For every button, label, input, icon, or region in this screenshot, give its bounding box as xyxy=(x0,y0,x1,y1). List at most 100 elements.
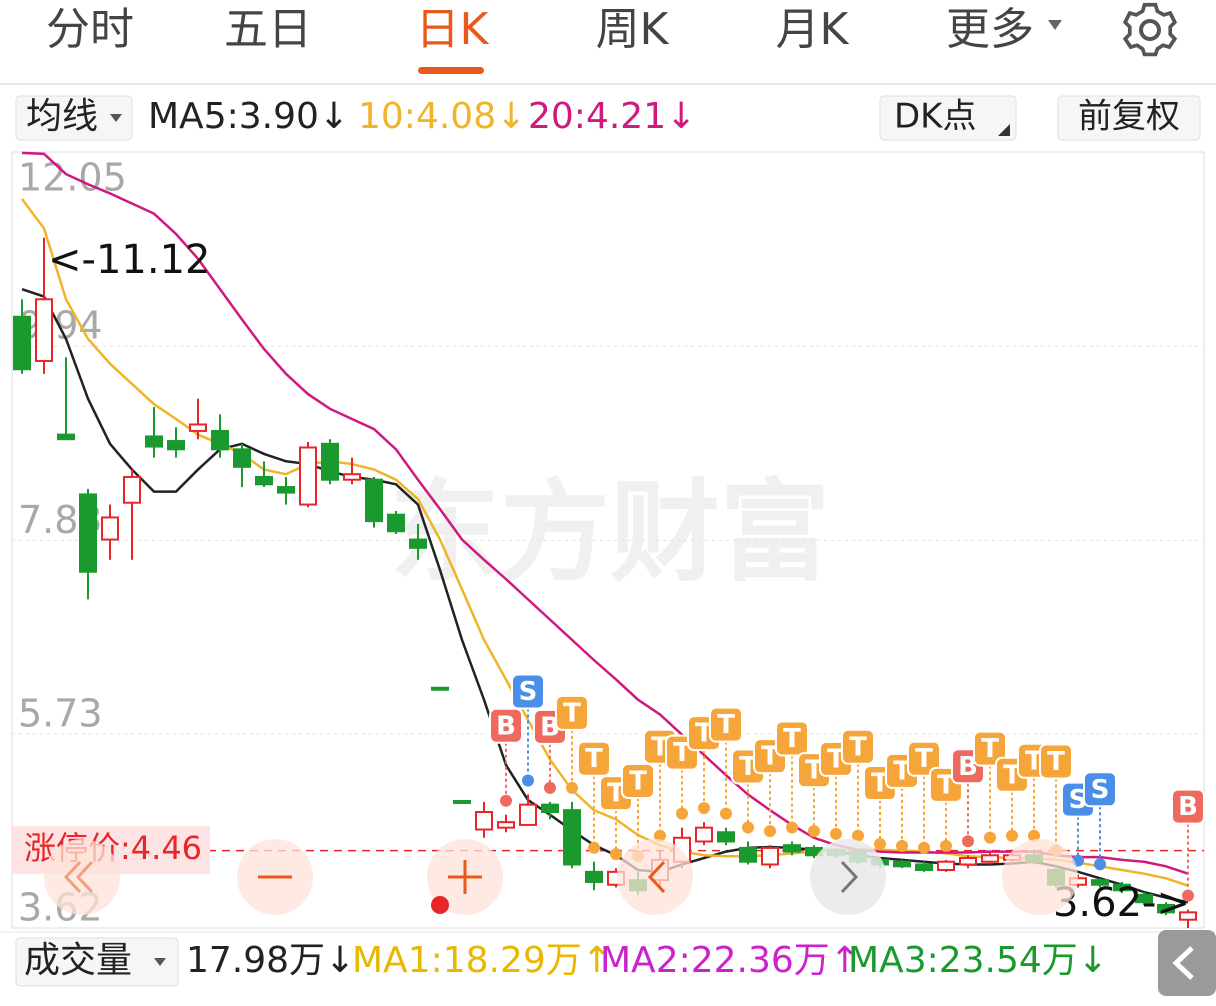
tab[interactable]: 周K xyxy=(596,4,670,55)
candle-body xyxy=(123,475,141,504)
signal-dot xyxy=(896,839,908,852)
signal-label: S xyxy=(519,677,538,707)
candle-body xyxy=(739,846,757,863)
nav-prev-icon xyxy=(647,860,666,894)
candle-body xyxy=(1157,903,1175,914)
candle-body xyxy=(189,423,207,432)
side-panel-icon xyxy=(1172,946,1194,980)
candle-body xyxy=(57,433,75,441)
signal-dot xyxy=(1094,858,1106,871)
adjust-button[interactable] xyxy=(1057,95,1201,141)
candle-body xyxy=(453,799,471,804)
signal-dot xyxy=(764,825,776,838)
tab-bar: 分时 五日 日K 周K 月K 更多 xyxy=(46,4,1034,55)
signal-dot xyxy=(1006,829,1018,842)
candle-body xyxy=(211,429,229,451)
candle-body xyxy=(145,435,163,448)
signal-label: T xyxy=(563,698,581,728)
signal-label: B xyxy=(958,752,978,782)
signal-dot xyxy=(962,835,974,848)
signal-label: T xyxy=(651,732,669,762)
candle-body xyxy=(541,803,559,814)
signal-label: T xyxy=(585,744,603,774)
signal-label: T xyxy=(1003,760,1021,790)
signal-dot xyxy=(742,821,754,834)
candle-body xyxy=(1179,911,1197,921)
signal-label: B xyxy=(496,711,516,741)
y-tick-label: 5.73 xyxy=(18,691,103,735)
adjust-button-label: 前复权 xyxy=(1078,97,1180,137)
ma-button-label: 均线 xyxy=(26,96,98,137)
nav-first[interactable] xyxy=(44,839,120,915)
signal-label: T xyxy=(805,756,823,786)
signal-label: T xyxy=(849,732,867,762)
tab[interactable]: 分时 xyxy=(46,4,134,55)
ma-caret xyxy=(110,114,122,122)
tab[interactable]: 月K xyxy=(776,4,850,55)
signal-dot xyxy=(874,838,886,851)
nav-next[interactable] xyxy=(810,839,886,915)
signal-dot xyxy=(566,781,578,794)
candle-body xyxy=(13,315,31,371)
candle-body xyxy=(101,516,119,541)
tab[interactable]: 日K xyxy=(416,4,490,55)
signal-badge xyxy=(577,740,611,777)
ma20-label: 20:4.21↓ xyxy=(528,96,696,137)
signal-dot xyxy=(1028,829,1040,842)
tab[interactable]: 五日 xyxy=(224,4,312,55)
candle-body xyxy=(475,811,493,831)
candle-body xyxy=(1091,879,1109,886)
volume-caret xyxy=(154,958,166,966)
watermark: 东方财富 xyxy=(390,468,830,596)
dk-button-label: DK点 xyxy=(894,97,976,137)
nav-prev[interactable] xyxy=(617,839,693,915)
signal-label: T xyxy=(937,770,955,800)
signal-badge xyxy=(973,730,1007,767)
candle-body xyxy=(1135,893,1153,904)
signal-label: B xyxy=(540,712,560,742)
signal-dot xyxy=(610,848,622,861)
signal-dot xyxy=(522,774,534,787)
candle-body xyxy=(915,863,933,872)
candle-body xyxy=(585,870,603,883)
signal-label: T xyxy=(893,756,911,786)
candle-body xyxy=(79,493,97,573)
ma10-label: 10:4.08↓ xyxy=(358,96,526,137)
side-panel-toggle[interactable] xyxy=(1158,930,1216,996)
nav-last[interactable] xyxy=(1002,839,1078,915)
dk-button[interactable] xyxy=(879,95,1017,141)
signal-badge xyxy=(907,740,941,777)
volume-stat: MA2:22.36万↑ xyxy=(600,940,860,981)
signal-dot xyxy=(1182,889,1194,902)
candle-body xyxy=(959,857,977,866)
signal-label: T xyxy=(871,769,889,799)
candle-body xyxy=(519,803,537,826)
volume-button[interactable] xyxy=(15,937,179,987)
gear-outline xyxy=(1122,2,1178,57)
settings-icon[interactable] xyxy=(1122,2,1178,57)
signal-label: T xyxy=(673,738,691,768)
signal-dot xyxy=(940,839,952,852)
signal-dot xyxy=(698,802,710,815)
signal-label: B xyxy=(1178,792,1198,822)
candle-body xyxy=(1113,883,1131,892)
plot: 12.059.947.835.733.62BSBTTTTTTTTTTTTTTTT… xyxy=(12,151,1205,930)
tab[interactable]: 更多 xyxy=(946,4,1034,55)
candle-body xyxy=(233,448,251,468)
signal-label: T xyxy=(981,734,999,764)
candle-body xyxy=(497,821,515,829)
candle-body xyxy=(365,478,383,523)
zoom-in-icon xyxy=(448,860,482,894)
signal-label: T xyxy=(695,719,713,749)
signal-dot xyxy=(654,829,666,842)
signal-badge xyxy=(555,694,589,731)
signal-badge xyxy=(1039,743,1073,780)
signal-badge xyxy=(841,728,875,765)
signal-dot xyxy=(676,807,688,820)
nav-next-icon xyxy=(840,860,859,894)
ma-button[interactable] xyxy=(15,95,133,141)
signal-badge xyxy=(1083,771,1117,808)
ma5-label: MA5:3.90↓ xyxy=(148,96,349,137)
